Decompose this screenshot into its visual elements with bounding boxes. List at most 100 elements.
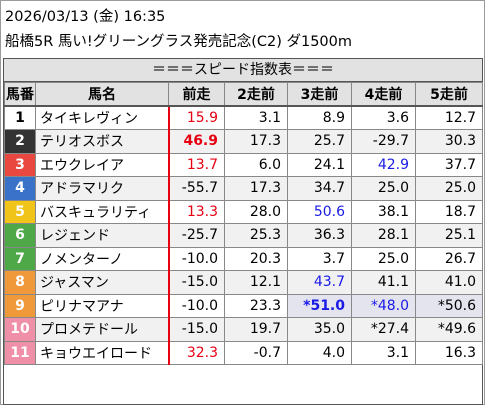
table-row: 1 タイキレヴィン 15.9 3.1 8.9 3.6 12.7 (4, 105, 483, 130)
race-3-index: *51.0 (287, 293, 352, 318)
horse-number: 7 (4, 246, 36, 271)
last-race-index: -25.7 (167, 223, 225, 248)
last-race-index: -15.0 (167, 317, 225, 342)
horse-name: バスキュラリティ (35, 199, 169, 224)
table-row: 3 エウクレイア 13.7 6.0 24.1 42.9 37.7 (4, 152, 483, 177)
race-2-index: 28.0 (224, 199, 288, 224)
table-row: 7 ノメンターノ -10.0 20.3 3.7 25.0 26.7 (4, 246, 483, 271)
horse-name: ジャスマン (35, 270, 169, 295)
horse-name: エウクレイア (35, 152, 169, 177)
table-header-row: 馬番 馬名 前走 2走前 3走前 4走前 5走前 (4, 82, 483, 107)
race-3-index: 25.7 (287, 129, 352, 154)
race-2-index: 25.3 (224, 223, 288, 248)
horse-name: アドラマリク (35, 176, 169, 201)
race-4-index: 25.0 (351, 246, 416, 271)
race-5-index: 25.0 (415, 176, 483, 201)
col-header-5-races-ago: 5走前 (415, 82, 483, 107)
last-race-index: 13.3 (167, 199, 225, 224)
race-4-index: 3.6 (351, 105, 416, 130)
race-3-index: 43.7 (287, 270, 352, 295)
horse-number: 9 (4, 293, 36, 318)
speed-index-banner: ＝＝＝スピード指数表＝＝＝ (4, 59, 482, 82)
race-2-index: 3.1 (224, 105, 288, 130)
race-5-index: 25.1 (415, 223, 483, 248)
horse-number: 11 (4, 340, 36, 365)
race-3-index: 36.3 (287, 223, 352, 248)
horse-number: 5 (4, 199, 36, 224)
table-row: 11 キョウエイロード 32.3 -0.7 4.0 3.1 16.3 (4, 340, 483, 365)
race-2-index: 20.3 (224, 246, 288, 271)
race-2-index: 17.3 (224, 129, 288, 154)
race-5-index: 26.7 (415, 246, 483, 271)
speed-index-table: 馬番 馬名 前走 2走前 3走前 4走前 5走前 1 タイキレヴィン 15.9 3.1… (4, 82, 483, 365)
horse-number: 1 (4, 105, 36, 130)
race-5-index: 12.7 (415, 105, 483, 130)
horse-name: テリオスボス (35, 129, 169, 154)
horse-number: 6 (4, 223, 36, 248)
race-3-index: 50.6 (287, 199, 352, 224)
race-4-index: 28.1 (351, 223, 416, 248)
race-2-index: 19.7 (224, 317, 288, 342)
race-3-index: 34.7 (287, 176, 352, 201)
last-race-index: -55.7 (167, 176, 225, 201)
col-header-3-races-ago: 3走前 (287, 82, 352, 107)
race-4-index: *48.0 (351, 293, 416, 318)
horse-number: 10 (4, 317, 36, 342)
race-4-index: 3.1 (351, 340, 416, 365)
last-race-index: 32.3 (167, 340, 225, 365)
last-race-index: 46.9 (167, 129, 225, 154)
race-2-index: 6.0 (224, 152, 288, 177)
race-5-index: 18.7 (415, 199, 483, 224)
race-4-index: -29.7 (351, 129, 416, 154)
race-2-index: 23.3 (224, 293, 288, 318)
race-3-index: 4.0 (287, 340, 352, 365)
race-4-index: 25.0 (351, 176, 416, 201)
col-header-horse-name: 馬名 (35, 82, 169, 107)
horse-number: 8 (4, 270, 36, 295)
race-4-index: 38.1 (351, 199, 416, 224)
race-4-index: 41.1 (351, 270, 416, 295)
race-5-index: *50.6 (415, 293, 483, 318)
table-row: 6 レジェンド -25.7 25.3 36.3 28.1 25.1 (4, 223, 483, 248)
race-datetime: 2026/03/13 (金) 16:35 (5, 9, 166, 25)
race-4-index: *27.4 (351, 317, 416, 342)
horse-name: タイキレヴィン (35, 105, 169, 130)
horse-number: 3 (4, 152, 36, 177)
table-row: 9 ピリナマアナ -10.0 23.3 *51.0 *48.0 *50.6 (4, 293, 483, 318)
last-race-index: -10.0 (167, 246, 225, 271)
race-3-index: 35.0 (287, 317, 352, 342)
table-outline (3, 58, 483, 405)
race-5-index: 41.0 (415, 270, 483, 295)
race-5-index: 37.7 (415, 152, 483, 177)
table-row: 2 テリオスボス 46.9 17.3 25.7 -29.7 30.3 (4, 129, 483, 154)
col-header-4-races-ago: 4走前 (351, 82, 416, 107)
table-row: 8 ジャスマン -15.0 12.1 43.7 41.1 41.0 (4, 270, 483, 295)
horse-name: レジェンド (35, 223, 169, 248)
race-3-index: 24.1 (287, 152, 352, 177)
race-title: 船橋5R 馬い!グリーングラス発売記念(C2) ダ1500m (5, 34, 353, 50)
table-row: 10 プロメテドール -15.0 19.7 35.0 *27.4 *49.6 (4, 317, 483, 342)
last-race-index: 15.9 (167, 105, 225, 130)
col-header-last-race: 前走 (168, 82, 225, 107)
last-race-index: -10.0 (167, 293, 225, 318)
race-5-index: *49.6 (415, 317, 483, 342)
race-3-index: 3.7 (287, 246, 352, 271)
race-4-index: 42.9 (351, 152, 416, 177)
race-2-index: 12.1 (224, 270, 288, 295)
race-2-index: 17.3 (224, 176, 288, 201)
table-row: 5 バスキュラリティ 13.3 28.0 50.6 38.1 18.7 (4, 199, 483, 224)
horse-name: ピリナマアナ (35, 293, 169, 318)
horse-name: プロメテドール (35, 317, 169, 342)
horse-name: ノメンターノ (35, 246, 169, 271)
col-header-number: 馬番 (4, 82, 36, 107)
col-header-2-races-ago: 2走前 (224, 82, 288, 107)
race-5-index: 30.3 (415, 129, 483, 154)
horse-name: キョウエイロード (35, 340, 169, 365)
last-race-index: 13.7 (167, 152, 225, 177)
race-3-index: 8.9 (287, 105, 352, 130)
last-race-index: -15.0 (167, 270, 225, 295)
table-row: 4 アドラマリク -55.7 17.3 34.7 25.0 25.0 (4, 176, 483, 201)
race-5-index: 16.3 (415, 340, 483, 365)
horse-number: 4 (4, 176, 36, 201)
